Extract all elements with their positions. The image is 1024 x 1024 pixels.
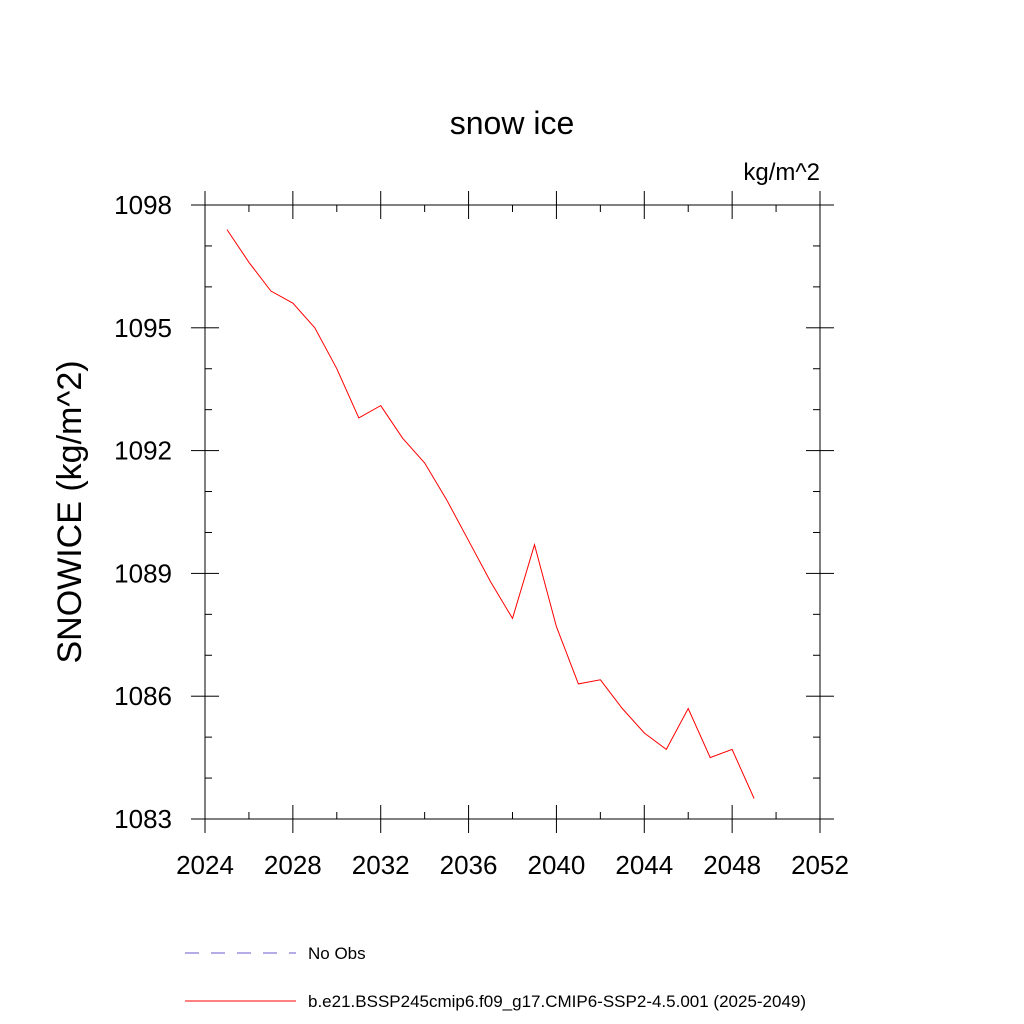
- x-tick-label: 2024: [176, 850, 234, 880]
- series-layer: [226, 229, 755, 799]
- legend: No Obs b.e21.BSSP245cmip6.f09_g17.CMIP6-S…: [185, 944, 806, 1011]
- x-tick-label: 2044: [615, 850, 673, 880]
- x-tick-label: 2048: [703, 850, 761, 880]
- y-tick-label: 1092: [114, 436, 172, 466]
- plot-frame: [204, 204, 821, 820]
- y-axis-label: SNOWICE (kg/m^2): [51, 360, 89, 663]
- chart-title: snow ice: [450, 105, 575, 141]
- legend-label: No Obs: [308, 944, 366, 963]
- x-tick-label: 2036: [440, 850, 498, 880]
- y-tick-label: 1098: [114, 190, 172, 220]
- y-tick-label: 1083: [114, 804, 172, 834]
- legend-label: b.e21.BSSP245cmip6.f09_g17.CMIP6-SSP2-4.…: [308, 992, 806, 1011]
- y-tick-label: 1095: [114, 313, 172, 343]
- y-tick-label: 1089: [114, 558, 172, 588]
- x-tick-label: 2040: [528, 850, 586, 880]
- series-line: [226, 229, 755, 799]
- x-tick-label: 2052: [791, 850, 849, 880]
- units-label: kg/m^2: [743, 159, 820, 186]
- axis-ticks: 2024 2028 2032 2036 2040 2044 2048 2052 1083 1086…: [114, 190, 849, 880]
- x-tick-label: 2028: [264, 850, 322, 880]
- y-tick-label: 1086: [114, 681, 172, 711]
- x-tick-label: 2032: [352, 850, 410, 880]
